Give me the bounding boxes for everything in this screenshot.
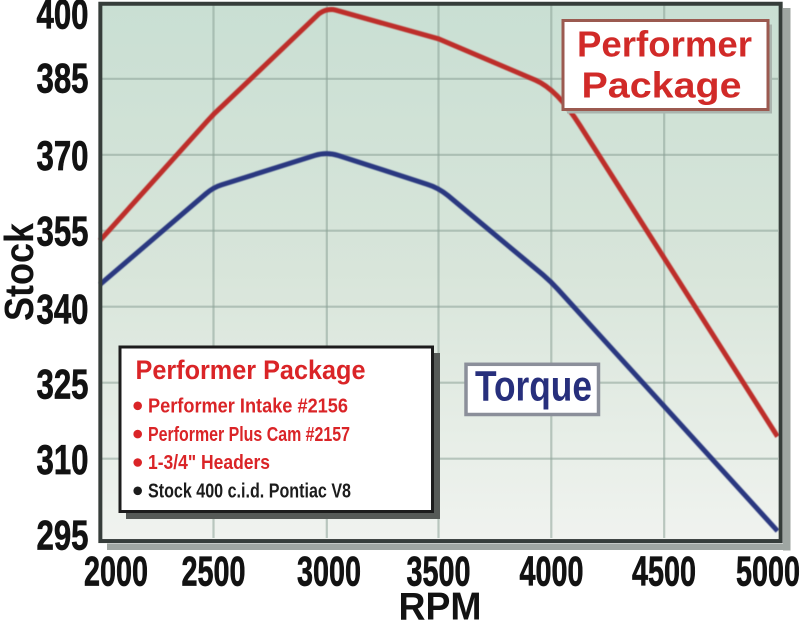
svg-text:340: 340 [37,285,89,332]
svg-text:Performer Package: Performer Package [136,355,366,385]
svg-text:310: 310 [37,436,89,483]
svg-text:295: 295 [37,512,89,559]
svg-text:3000: 3000 [297,548,361,595]
svg-text:1-3/4" Headers: 1-3/4" Headers [148,452,270,474]
svg-text:325: 325 [37,361,89,408]
svg-text:2000: 2000 [84,548,148,595]
svg-text:Performer Plus Cam #2157: Performer Plus Cam #2157 [148,424,350,446]
svg-text:4500: 4500 [632,548,696,595]
svg-text:385: 385 [37,55,89,102]
svg-text:5000: 5000 [736,548,800,595]
svg-text:Torque: Torque [475,364,592,411]
svg-text:Stock 400 c.i.d. Pontiac V8: Stock 400 c.i.d. Pontiac V8 [148,481,351,503]
svg-text:Stock: Stock [0,223,42,321]
svg-text:370: 370 [37,132,89,179]
svg-text:355: 355 [37,208,89,255]
svg-text:Performer Intake #2156: Performer Intake #2156 [148,396,348,418]
svg-text:Package: Package [582,65,742,106]
svg-text:2500: 2500 [182,548,246,595]
svg-text:3500: 3500 [407,548,471,595]
svg-text:400: 400 [37,0,89,38]
svg-text:RPM: RPM [399,586,482,620]
svg-text:4000: 4000 [520,548,584,595]
svg-text:Performer: Performer [577,24,752,65]
